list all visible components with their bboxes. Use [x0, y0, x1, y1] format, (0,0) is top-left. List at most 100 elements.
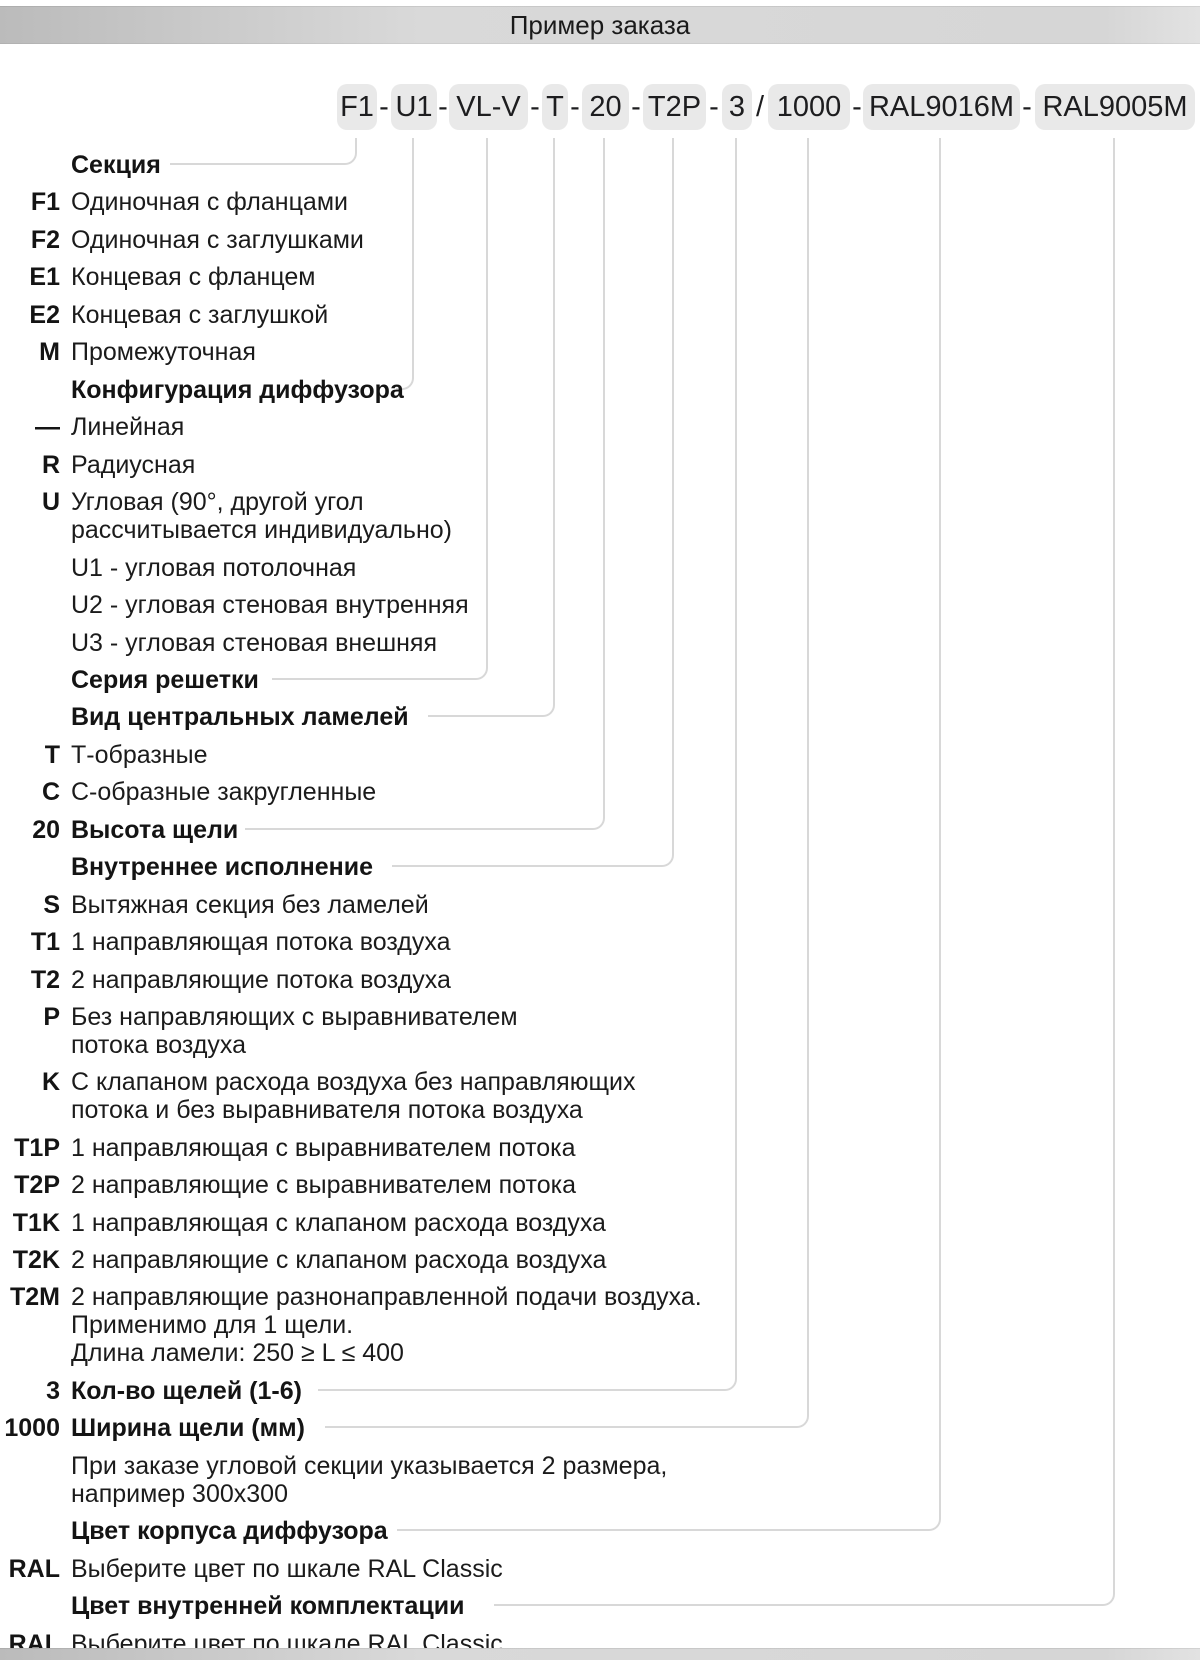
row-code — [0, 371, 60, 409]
row-code — [0, 848, 60, 886]
legend-row-continuation: Длина ламели: 250 ≥ L ≤ 400 — [0, 1334, 1200, 1372]
order-code-chip-inner-version: T2P — [643, 84, 706, 130]
row-text: Одиночная с заглушками — [71, 226, 364, 254]
row-code: P — [43, 1003, 60, 1031]
section-heading-slot-height: 20 Высота щели — [0, 811, 1200, 849]
row-code: RAL — [8, 1555, 60, 1583]
row-text: Применимо для 1 щели. — [71, 1311, 354, 1339]
row-text: Одиночная с фланцами — [71, 188, 348, 216]
row-code — [0, 511, 60, 549]
row-text: 1 направляющая потока воздуха — [71, 928, 451, 956]
order-code-chip-series: VL-V — [449, 84, 528, 130]
legend-row: S Вытяжная секция без ламелей — [0, 886, 1200, 924]
row-code: 1000 — [4, 1414, 60, 1442]
section-heading-slot-count: 3 Кол-во щелей (1-6) — [0, 1372, 1200, 1410]
row-text: например 300x300 — [71, 1480, 288, 1508]
row-code: S — [43, 891, 60, 919]
row-text: Линейная — [71, 413, 185, 441]
legend-row: T2M 2 направляющие разнонаправленной пода… — [0, 1278, 1200, 1316]
order-code-chip-lamella: T — [542, 84, 568, 130]
code-separator: - — [438, 91, 448, 123]
legend-row-continuation: Применимо для 1 щели. — [0, 1306, 1200, 1344]
row-code: M — [39, 338, 60, 366]
legend-row: M Промежуточная — [0, 333, 1200, 371]
legend-row: C С-образные закругленные — [0, 773, 1200, 811]
code-separator: - — [631, 91, 641, 123]
row-text: 2 направляющие с клапаном расхода воздух… — [71, 1246, 607, 1274]
order-code-chip-inner-color: RAL9005M — [1035, 84, 1195, 130]
row-code — [0, 146, 60, 184]
code-separator: - — [1022, 91, 1032, 123]
legend-row-note: При заказе угловой секции указывается 2 … — [0, 1447, 1200, 1485]
legend-row: R Радиусная — [0, 446, 1200, 484]
row-text: С-образные закругленные — [71, 778, 377, 806]
row-code: 20 — [32, 816, 60, 844]
row-text: Вытяжная секция без ламелей — [71, 891, 429, 919]
legend-row: T1P 1 направляющая с выравнивателем поток… — [0, 1129, 1200, 1167]
row-code — [0, 1026, 60, 1064]
row-code — [0, 624, 60, 662]
row-text: Секция — [71, 151, 161, 179]
connector-line-lamella-type — [428, 138, 555, 717]
legend-row-continuation: рассчитывается индивидуально) — [0, 511, 1200, 549]
order-code-chip-slot-count: 3 — [722, 84, 752, 130]
row-text: Высота щели — [71, 816, 239, 844]
footer-bar — [0, 1648, 1200, 1660]
connector-line-configuration — [396, 138, 414, 390]
legend-row: T2K 2 направляющие с клапаном расхода воз… — [0, 1241, 1200, 1279]
row-text: С клапаном расхода воздуха без направляю… — [71, 1068, 636, 1096]
row-code: U — [41, 488, 60, 516]
legend-row: K С клапаном расхода воздуха без направля… — [0, 1063, 1200, 1101]
row-text: Кол-во щелей (1-6) — [71, 1377, 302, 1405]
row-text: Вид центральных ламелей — [71, 703, 409, 731]
order-code-chip-slot-height: 20 — [582, 84, 629, 130]
row-code: T2M — [10, 1283, 60, 1311]
legend-row: E1 Концевая с фланцем — [0, 258, 1200, 296]
row-code: 3 — [46, 1377, 60, 1405]
page-title: Пример заказа — [509, 10, 691, 40]
connector-line-inner-version — [392, 138, 674, 867]
section-heading-inner-version: Внутреннее исполнение — [0, 848, 1200, 886]
section-heading-slot-width: 1000 Ширина щели (мм) — [0, 1409, 1200, 1447]
connector-line-slot-count — [318, 138, 737, 1391]
row-text: Ширина щели (мм) — [71, 1414, 305, 1442]
row-text: Т-образные — [71, 741, 208, 769]
order-code-chip-body-color: RAL9016M — [863, 84, 1020, 130]
code-separator: - — [530, 91, 540, 123]
legend-row: T2 2 направляющие потока воздуха — [0, 961, 1200, 999]
section-heading-inner-color: Цвет внутренней комплектации — [0, 1587, 1200, 1625]
row-text: При заказе угловой секции указывается 2 … — [71, 1452, 668, 1480]
code-separator: - — [570, 91, 580, 123]
row-text: Выберите цвет по шкале RAL Classic — [71, 1555, 503, 1583]
row-code: T2 — [30, 966, 60, 994]
row-text: Промежуточная — [71, 338, 256, 366]
row-code: R — [41, 451, 60, 479]
header-bar: Пример заказа — [0, 6, 1200, 44]
row-text: 2 направляющие разнонаправленной подачи … — [71, 1283, 702, 1311]
row-text: Без направляющих с выравнивателем — [71, 1003, 518, 1031]
code-separator: / — [755, 91, 765, 123]
row-text: Концевая с фланцем — [71, 263, 316, 291]
row-text: U2 - угловая стеновая внутренняя — [71, 591, 469, 619]
legend-row: E2 Концевая с заглушкой — [0, 296, 1200, 334]
row-code: T — [44, 741, 60, 769]
legend-row-continuation: потока воздуха — [0, 1026, 1200, 1064]
row-code: T2P — [14, 1171, 60, 1199]
row-text: 1 направляющая с клапаном расхода воздух… — [71, 1209, 606, 1237]
legend-row: F2 Одиночная с заглушками — [0, 221, 1200, 259]
row-code: E2 — [29, 301, 60, 329]
row-text: потока воздуха — [71, 1031, 247, 1059]
legend-row: U3 - угловая стеновая внешняя — [0, 624, 1200, 662]
connector-line-slot-height — [245, 138, 605, 830]
section-heading-lamella-type: Вид центральных ламелей — [0, 698, 1200, 736]
row-code — [0, 1512, 60, 1550]
row-text: Цвет внутренней комплектации — [71, 1592, 465, 1620]
legend-row-continuation: потока и без выравнивателя потока воздух… — [0, 1091, 1200, 1129]
order-code-chip-slot-width: 1000 — [768, 84, 850, 130]
row-text: потока и без выравнивателя потока воздух… — [71, 1096, 583, 1124]
row-code: F1 — [30, 188, 60, 216]
row-code — [0, 549, 60, 587]
connector-line-slot-width — [325, 138, 809, 1428]
row-code: T1 — [30, 928, 60, 956]
code-separator: - — [852, 91, 862, 123]
